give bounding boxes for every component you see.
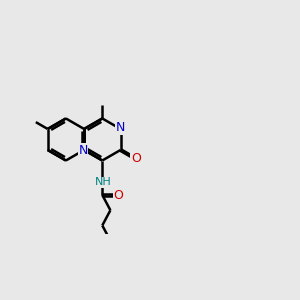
Text: N: N [78, 143, 88, 157]
Text: O: O [131, 152, 141, 165]
Text: O: O [113, 188, 123, 202]
Text: NH: NH [95, 177, 112, 188]
Text: N: N [116, 122, 125, 134]
